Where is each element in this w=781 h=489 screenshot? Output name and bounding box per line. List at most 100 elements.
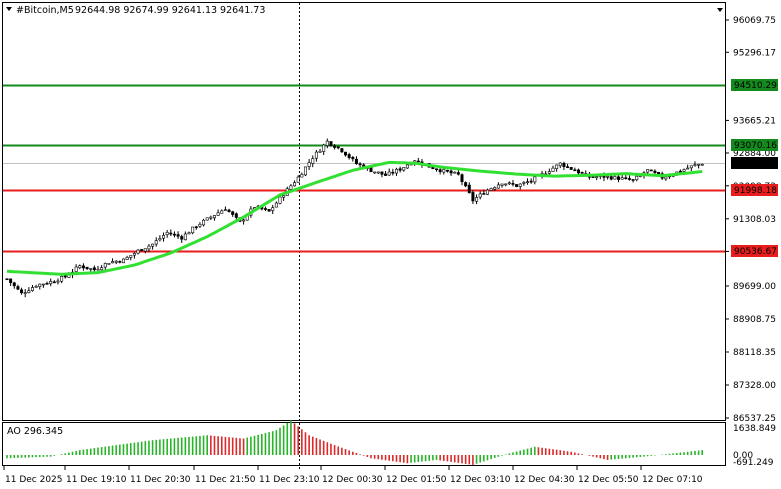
chevron-down-icon [6, 7, 12, 11]
moving-average-layer [6, 160, 703, 276]
candle [464, 181, 468, 188]
ao-tick-label: 1638.849 [733, 424, 776, 434]
svg-text:91998.18: 91998.18 [734, 186, 777, 196]
level-price-tag: 94510.29 [731, 79, 778, 91]
svg-text:93070.16: 93070.16 [734, 141, 777, 151]
candle [344, 151, 348, 157]
candle [191, 226, 195, 235]
candle [296, 175, 300, 183]
candle [132, 252, 136, 259]
candle [27, 287, 31, 294]
time-axis[interactable]: 11 Dec 2025 11 Dec 19:10 11 Dec 20:30 11 De… [3, 466, 703, 485]
candle [81, 263, 85, 271]
candle [580, 171, 584, 174]
candle [212, 215, 216, 221]
candle [96, 265, 100, 271]
candle [573, 167, 577, 172]
candle [289, 184, 293, 191]
candle [162, 232, 166, 242]
candle [143, 248, 147, 254]
candle [649, 169, 653, 172]
candle [176, 231, 180, 239]
time-tick-label: 12 Dec 01:50 [386, 475, 447, 485]
candle [293, 180, 297, 187]
candle [606, 175, 610, 180]
candle [686, 164, 690, 170]
price-tick-label: 88118.35 [733, 348, 776, 358]
candle [380, 171, 384, 178]
candle [526, 178, 530, 185]
chart-header: #Bitcoin,M5 92644.98 92674.99 92641.13 9… [6, 5, 265, 16]
candle [282, 194, 286, 201]
candle [402, 166, 406, 172]
price-tags-layer: 94510.29 93070.16 91998.18 90536.67 92641.73 [731, 79, 778, 257]
candle [697, 163, 701, 169]
candle [456, 169, 460, 176]
candle [60, 274, 64, 284]
candle [78, 264, 82, 270]
candle [121, 258, 125, 264]
chevron-down-icon[interactable] [717, 8, 723, 12]
candle [325, 138, 329, 149]
candle [183, 231, 187, 241]
ao-histogram-layer [6, 420, 704, 465]
candle [391, 168, 395, 176]
candle [522, 181, 526, 186]
candle [223, 206, 227, 211]
candle [16, 284, 20, 291]
candle [52, 280, 56, 284]
candle [169, 229, 173, 237]
svg-text:90536.67: 90536.67 [734, 247, 777, 257]
candle [627, 175, 631, 181]
time-tick-label: 11 Dec 19:10 [66, 475, 127, 485]
candle [558, 162, 562, 169]
candle [111, 258, 115, 264]
candle [38, 283, 42, 290]
current-price-tag: 92641.73 [731, 157, 778, 169]
candle [511, 179, 515, 187]
candle [205, 217, 209, 221]
candle [562, 161, 566, 171]
candle [20, 287, 24, 295]
price-tick-label: 89699.00 [733, 282, 776, 292]
candle [202, 218, 206, 227]
svg-text:94510.29: 94510.29 [734, 81, 777, 91]
candle [300, 172, 304, 178]
ao-label: AO 296.345 [7, 426, 63, 437]
candle [103, 262, 107, 271]
time-tick-label: 12 Dec 07:10 [642, 475, 703, 485]
candle [209, 215, 213, 221]
candle [220, 209, 224, 214]
candle [700, 163, 704, 166]
candle [12, 281, 16, 289]
level-price-tag: 91998.18 [731, 184, 778, 196]
candle [533, 176, 537, 185]
candle [566, 163, 570, 169]
candle [242, 217, 246, 225]
price-tick-label: 95296.17 [733, 48, 776, 58]
candle [5, 278, 9, 281]
price-axis[interactable]: 96069.7595296.1793665.2192884.0092098.72… [725, 16, 776, 468]
price-tick-label: 87328.00 [733, 381, 776, 391]
time-tick-label: 12 Dec 00:30 [322, 475, 383, 485]
ohlc-values: 92644.98 92674.99 92641.13 92641.73 [75, 5, 265, 16]
price-tick-label: 93665.21 [733, 116, 776, 126]
time-tick-label: 11 Dec 23:10 [259, 475, 320, 485]
time-tick-label: 12 Dec 05:50 [578, 475, 639, 485]
candle [482, 189, 486, 195]
candle [172, 231, 176, 238]
candle [180, 234, 184, 243]
candle [358, 162, 362, 169]
candle [453, 171, 457, 174]
time-tick-label: 12 Dec 03:10 [450, 475, 511, 485]
candle [311, 155, 315, 168]
candle [471, 190, 475, 205]
candle [384, 171, 388, 176]
candle [373, 171, 377, 174]
candle [507, 181, 511, 186]
candle [333, 144, 337, 150]
candle [354, 156, 358, 165]
candle [151, 243, 155, 250]
candle [504, 183, 508, 187]
